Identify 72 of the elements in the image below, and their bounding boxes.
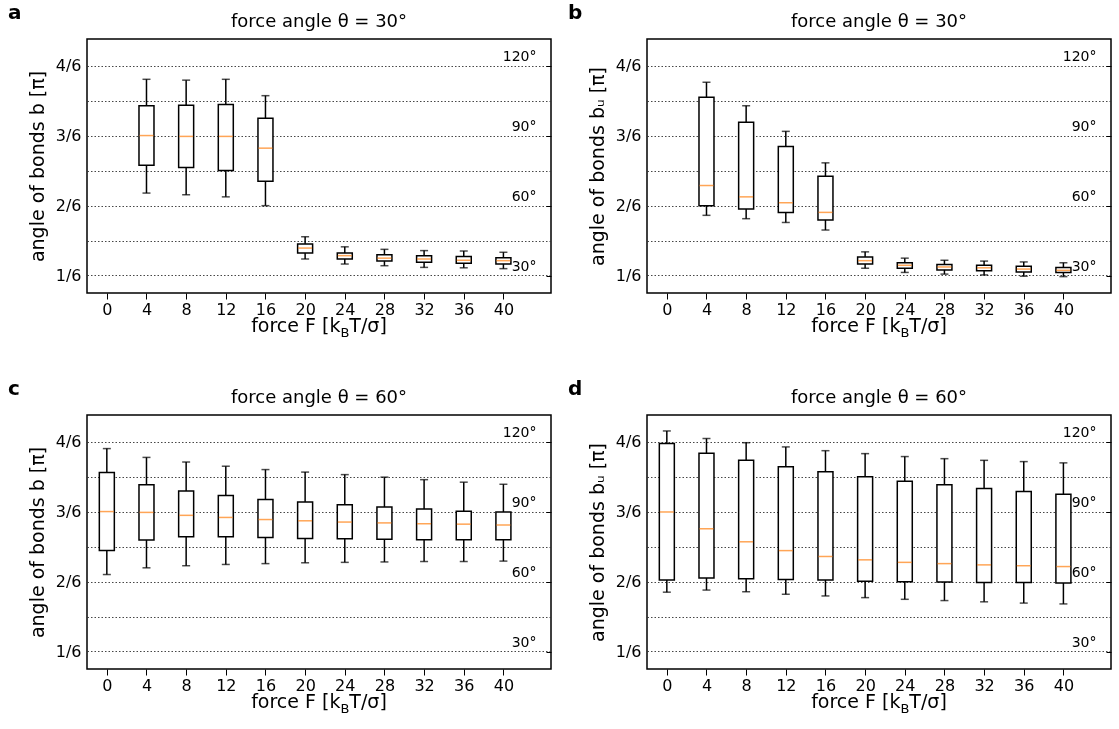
x-tick-label: 0	[102, 299, 113, 319]
x-tick-label: 0	[102, 675, 113, 695]
y-tick-label: 2/6	[615, 572, 642, 592]
y-axis-title: angle of bonds b [π]	[25, 70, 48, 263]
x-tick-label: 32	[974, 299, 995, 319]
y-tick-label: 4/6	[55, 432, 82, 452]
y2-tick-label: 30°	[1071, 634, 1097, 651]
y-tick-label: 2/6	[55, 196, 82, 216]
y2-tick-label: 30°	[1071, 258, 1097, 275]
y-axis-title: angle of bonds bᵤ [π]	[585, 443, 608, 642]
x-tick-label: 12	[776, 675, 797, 695]
y2-tick-label: 60°	[1071, 188, 1097, 205]
text: d	[568, 376, 583, 400]
y2-tick-label: 90°	[511, 118, 537, 135]
y2-tick-label: 90°	[511, 494, 537, 511]
y-tick-label: 4/6	[615, 432, 642, 452]
y2-tick-label: 90°	[1071, 118, 1097, 135]
x-tick-label: 4	[141, 299, 153, 319]
x-tick-label: 12	[216, 675, 237, 695]
chart-title: force angle θ = 60°	[790, 386, 968, 407]
x-tick-label: 36	[1014, 299, 1035, 319]
y2-tick-label: 120°	[1062, 48, 1097, 65]
y-tick-label: 3/6	[55, 126, 82, 146]
y-tick-label: 4/6	[615, 56, 642, 76]
x-tick-label: 40	[493, 299, 515, 319]
y2-tick-label: 30°	[511, 258, 537, 275]
y-tick-label: 2/6	[615, 196, 642, 216]
y2-tick-label: 30°	[511, 634, 537, 651]
x-tick-label: 8	[181, 675, 192, 695]
y2-tick-label: 60°	[511, 564, 537, 581]
y-tick-label: 4/6	[55, 56, 82, 76]
y-tick-label: 1/6	[615, 265, 642, 285]
x-tick-label: 4	[701, 299, 713, 319]
x-tick-label: 40	[493, 675, 515, 695]
chart-title: force angle θ = 30°	[230, 10, 408, 31]
x-tick-label: 4	[701, 675, 713, 695]
x-tick-label: 8	[741, 299, 752, 319]
y-tick-label: 1/6	[615, 641, 642, 661]
x-tick-label: 8	[741, 675, 752, 695]
x-tick-label: 32	[974, 675, 995, 695]
y-tick-label: 1/6	[55, 265, 82, 285]
x-tick-label: 12	[776, 299, 797, 319]
y-tick-label: 3/6	[615, 126, 642, 146]
y-axis-title: angle of bonds b [π]	[25, 446, 48, 639]
y2-tick-label: 120°	[502, 48, 537, 65]
x-tick-label: 40	[1053, 299, 1075, 319]
y-axis-title: angle of bonds bᵤ [π]	[585, 67, 608, 266]
y-tick-label: 3/6	[615, 502, 642, 522]
x-tick-label: 36	[1014, 675, 1035, 695]
x-tick-label: 8	[181, 299, 192, 319]
y2-tick-label: 90°	[1071, 494, 1097, 511]
chart-title: force angle θ = 60°	[230, 386, 408, 407]
y2-tick-label: 60°	[1071, 564, 1097, 581]
x-tick-label: 36	[454, 675, 475, 695]
x-tick-label: 32	[414, 299, 435, 319]
x-tick-label: 40	[1053, 675, 1075, 695]
y2-tick-label: 120°	[1062, 424, 1097, 441]
x-tick-label: 0	[662, 675, 673, 695]
text: b	[568, 0, 583, 24]
text: c	[8, 376, 20, 400]
y2-tick-label: 60°	[511, 188, 537, 205]
y-tick-label: 2/6	[55, 572, 82, 592]
chart-title: force angle θ = 30°	[790, 10, 968, 31]
y-tick-label: 1/6	[55, 641, 82, 661]
x-tick-label: 36	[454, 299, 475, 319]
y-tick-label: 3/6	[55, 502, 82, 522]
x-tick-label: 4	[141, 675, 153, 695]
text: a	[8, 0, 22, 24]
x-tick-label: 32	[414, 675, 435, 695]
x-tick-label: 0	[662, 299, 673, 319]
x-tick-label: 12	[216, 299, 237, 319]
y2-tick-label: 120°	[502, 424, 537, 441]
